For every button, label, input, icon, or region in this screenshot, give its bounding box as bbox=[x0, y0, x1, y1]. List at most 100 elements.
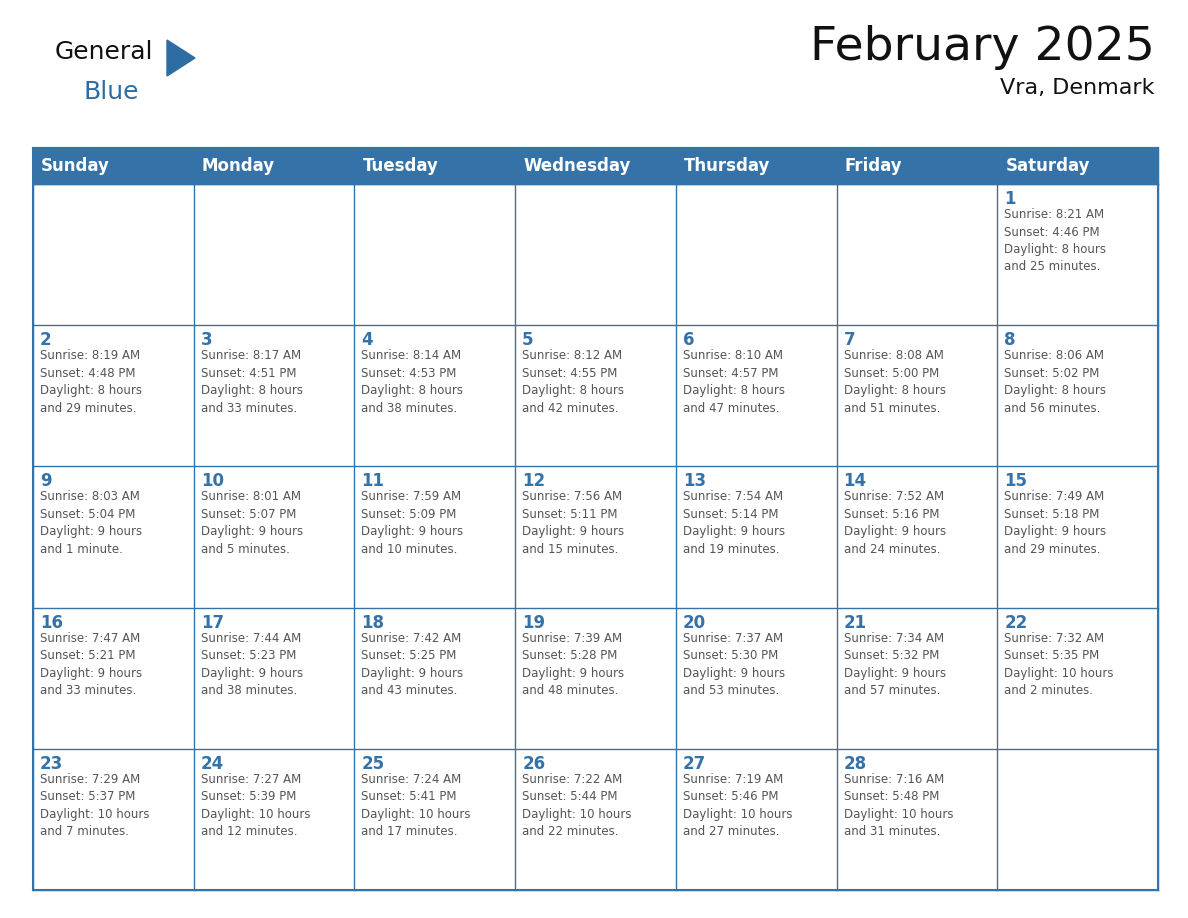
Text: 8: 8 bbox=[1004, 331, 1016, 349]
Bar bbox=[516, 749, 676, 890]
Bar bbox=[836, 184, 997, 325]
Text: Thursday: Thursday bbox=[684, 157, 770, 175]
Text: Sunrise: 7:56 AM
Sunset: 5:11 PM
Daylight: 9 hours
and 15 minutes.: Sunrise: 7:56 AM Sunset: 5:11 PM Dayligh… bbox=[523, 490, 624, 556]
Text: Sunrise: 8:03 AM
Sunset: 5:04 PM
Daylight: 9 hours
and 1 minute.: Sunrise: 8:03 AM Sunset: 5:04 PM Dayligh… bbox=[40, 490, 143, 556]
Text: 15: 15 bbox=[1004, 473, 1028, 490]
Text: 4: 4 bbox=[361, 331, 373, 349]
Text: Sunrise: 7:44 AM
Sunset: 5:23 PM
Daylight: 9 hours
and 38 minutes.: Sunrise: 7:44 AM Sunset: 5:23 PM Dayligh… bbox=[201, 632, 303, 697]
Bar bbox=[33, 325, 194, 466]
Text: February 2025: February 2025 bbox=[810, 25, 1155, 70]
Bar bbox=[997, 184, 1158, 325]
Bar bbox=[676, 325, 836, 466]
Bar bbox=[516, 466, 676, 608]
Text: 26: 26 bbox=[523, 755, 545, 773]
Text: Sunrise: 7:47 AM
Sunset: 5:21 PM
Daylight: 9 hours
and 33 minutes.: Sunrise: 7:47 AM Sunset: 5:21 PM Dayligh… bbox=[40, 632, 143, 697]
Text: Sunrise: 8:12 AM
Sunset: 4:55 PM
Daylight: 8 hours
and 42 minutes.: Sunrise: 8:12 AM Sunset: 4:55 PM Dayligh… bbox=[523, 349, 624, 415]
Text: Sunrise: 8:08 AM
Sunset: 5:00 PM
Daylight: 8 hours
and 51 minutes.: Sunrise: 8:08 AM Sunset: 5:00 PM Dayligh… bbox=[843, 349, 946, 415]
Text: 20: 20 bbox=[683, 613, 706, 632]
Text: 19: 19 bbox=[523, 613, 545, 632]
Bar bbox=[997, 466, 1158, 608]
Text: 17: 17 bbox=[201, 613, 223, 632]
Text: Sunrise: 7:19 AM
Sunset: 5:46 PM
Daylight: 10 hours
and 27 minutes.: Sunrise: 7:19 AM Sunset: 5:46 PM Dayligh… bbox=[683, 773, 792, 838]
Text: Sunrise: 7:42 AM
Sunset: 5:25 PM
Daylight: 9 hours
and 43 minutes.: Sunrise: 7:42 AM Sunset: 5:25 PM Dayligh… bbox=[361, 632, 463, 697]
Text: Sunrise: 7:49 AM
Sunset: 5:18 PM
Daylight: 9 hours
and 29 minutes.: Sunrise: 7:49 AM Sunset: 5:18 PM Dayligh… bbox=[1004, 490, 1106, 556]
Text: 1: 1 bbox=[1004, 190, 1016, 208]
Text: Sunrise: 7:39 AM
Sunset: 5:28 PM
Daylight: 9 hours
and 48 minutes.: Sunrise: 7:39 AM Sunset: 5:28 PM Dayligh… bbox=[523, 632, 624, 697]
Text: Sunrise: 8:10 AM
Sunset: 4:57 PM
Daylight: 8 hours
and 47 minutes.: Sunrise: 8:10 AM Sunset: 4:57 PM Dayligh… bbox=[683, 349, 785, 415]
Text: Sunrise: 8:19 AM
Sunset: 4:48 PM
Daylight: 8 hours
and 29 minutes.: Sunrise: 8:19 AM Sunset: 4:48 PM Dayligh… bbox=[40, 349, 143, 415]
Bar bbox=[354, 749, 516, 890]
Text: Sunrise: 7:29 AM
Sunset: 5:37 PM
Daylight: 10 hours
and 7 minutes.: Sunrise: 7:29 AM Sunset: 5:37 PM Dayligh… bbox=[40, 773, 150, 838]
Bar bbox=[997, 325, 1158, 466]
Text: Sunday: Sunday bbox=[42, 157, 109, 175]
Bar bbox=[194, 466, 354, 608]
Text: 3: 3 bbox=[201, 331, 213, 349]
Text: 22: 22 bbox=[1004, 613, 1028, 632]
Text: Tuesday: Tuesday bbox=[362, 157, 438, 175]
Text: 23: 23 bbox=[40, 755, 63, 773]
Bar bbox=[516, 184, 676, 325]
Bar bbox=[33, 608, 194, 749]
Text: 24: 24 bbox=[201, 755, 225, 773]
Text: Saturday: Saturday bbox=[1005, 157, 1089, 175]
Text: Friday: Friday bbox=[845, 157, 902, 175]
Text: Sunrise: 7:32 AM
Sunset: 5:35 PM
Daylight: 10 hours
and 2 minutes.: Sunrise: 7:32 AM Sunset: 5:35 PM Dayligh… bbox=[1004, 632, 1114, 697]
Text: Sunrise: 7:34 AM
Sunset: 5:32 PM
Daylight: 9 hours
and 57 minutes.: Sunrise: 7:34 AM Sunset: 5:32 PM Dayligh… bbox=[843, 632, 946, 697]
Text: 16: 16 bbox=[40, 613, 63, 632]
Bar bbox=[354, 184, 516, 325]
Bar bbox=[516, 608, 676, 749]
Text: 2: 2 bbox=[40, 331, 51, 349]
Bar bbox=[676, 749, 836, 890]
Text: General: General bbox=[55, 40, 153, 64]
Text: 18: 18 bbox=[361, 613, 385, 632]
Bar bbox=[836, 466, 997, 608]
Text: 28: 28 bbox=[843, 755, 867, 773]
Bar bbox=[836, 325, 997, 466]
Bar bbox=[836, 608, 997, 749]
Text: 10: 10 bbox=[201, 473, 223, 490]
Text: 7: 7 bbox=[843, 331, 855, 349]
Bar bbox=[836, 749, 997, 890]
Bar bbox=[194, 608, 354, 749]
Bar bbox=[194, 749, 354, 890]
Text: 12: 12 bbox=[523, 473, 545, 490]
Text: Sunrise: 7:16 AM
Sunset: 5:48 PM
Daylight: 10 hours
and 31 minutes.: Sunrise: 7:16 AM Sunset: 5:48 PM Dayligh… bbox=[843, 773, 953, 838]
Bar bbox=[997, 749, 1158, 890]
Bar bbox=[676, 184, 836, 325]
Text: Monday: Monday bbox=[202, 157, 274, 175]
Text: 6: 6 bbox=[683, 331, 694, 349]
Bar bbox=[354, 466, 516, 608]
Text: 5: 5 bbox=[523, 331, 533, 349]
Bar bbox=[516, 325, 676, 466]
Bar bbox=[997, 608, 1158, 749]
Bar bbox=[33, 184, 194, 325]
Text: 14: 14 bbox=[843, 473, 867, 490]
Text: Sunrise: 7:27 AM
Sunset: 5:39 PM
Daylight: 10 hours
and 12 minutes.: Sunrise: 7:27 AM Sunset: 5:39 PM Dayligh… bbox=[201, 773, 310, 838]
Text: 11: 11 bbox=[361, 473, 385, 490]
Text: 27: 27 bbox=[683, 755, 706, 773]
Bar bbox=[676, 466, 836, 608]
Text: 25: 25 bbox=[361, 755, 385, 773]
Text: 21: 21 bbox=[843, 613, 867, 632]
Text: Sunrise: 7:37 AM
Sunset: 5:30 PM
Daylight: 9 hours
and 53 minutes.: Sunrise: 7:37 AM Sunset: 5:30 PM Dayligh… bbox=[683, 632, 785, 697]
Text: Sunrise: 7:52 AM
Sunset: 5:16 PM
Daylight: 9 hours
and 24 minutes.: Sunrise: 7:52 AM Sunset: 5:16 PM Dayligh… bbox=[843, 490, 946, 556]
Polygon shape bbox=[168, 40, 195, 76]
Bar bbox=[194, 184, 354, 325]
Text: 13: 13 bbox=[683, 473, 706, 490]
Text: Sunrise: 7:54 AM
Sunset: 5:14 PM
Daylight: 9 hours
and 19 minutes.: Sunrise: 7:54 AM Sunset: 5:14 PM Dayligh… bbox=[683, 490, 785, 556]
Text: Sunrise: 7:24 AM
Sunset: 5:41 PM
Daylight: 10 hours
and 17 minutes.: Sunrise: 7:24 AM Sunset: 5:41 PM Dayligh… bbox=[361, 773, 470, 838]
Text: Vra, Denmark: Vra, Denmark bbox=[1000, 78, 1155, 98]
Bar bbox=[354, 325, 516, 466]
Text: Sunrise: 8:06 AM
Sunset: 5:02 PM
Daylight: 8 hours
and 56 minutes.: Sunrise: 8:06 AM Sunset: 5:02 PM Dayligh… bbox=[1004, 349, 1106, 415]
Text: Wednesday: Wednesday bbox=[523, 157, 631, 175]
Bar bbox=[194, 325, 354, 466]
Bar bbox=[33, 148, 1158, 890]
Text: Blue: Blue bbox=[83, 80, 139, 104]
Text: Sunrise: 8:14 AM
Sunset: 4:53 PM
Daylight: 8 hours
and 38 minutes.: Sunrise: 8:14 AM Sunset: 4:53 PM Dayligh… bbox=[361, 349, 463, 415]
Bar bbox=[33, 148, 1158, 184]
Bar bbox=[354, 608, 516, 749]
Bar bbox=[33, 466, 194, 608]
Text: Sunrise: 7:22 AM
Sunset: 5:44 PM
Daylight: 10 hours
and 22 minutes.: Sunrise: 7:22 AM Sunset: 5:44 PM Dayligh… bbox=[523, 773, 632, 838]
Text: Sunrise: 7:59 AM
Sunset: 5:09 PM
Daylight: 9 hours
and 10 minutes.: Sunrise: 7:59 AM Sunset: 5:09 PM Dayligh… bbox=[361, 490, 463, 556]
Bar bbox=[676, 608, 836, 749]
